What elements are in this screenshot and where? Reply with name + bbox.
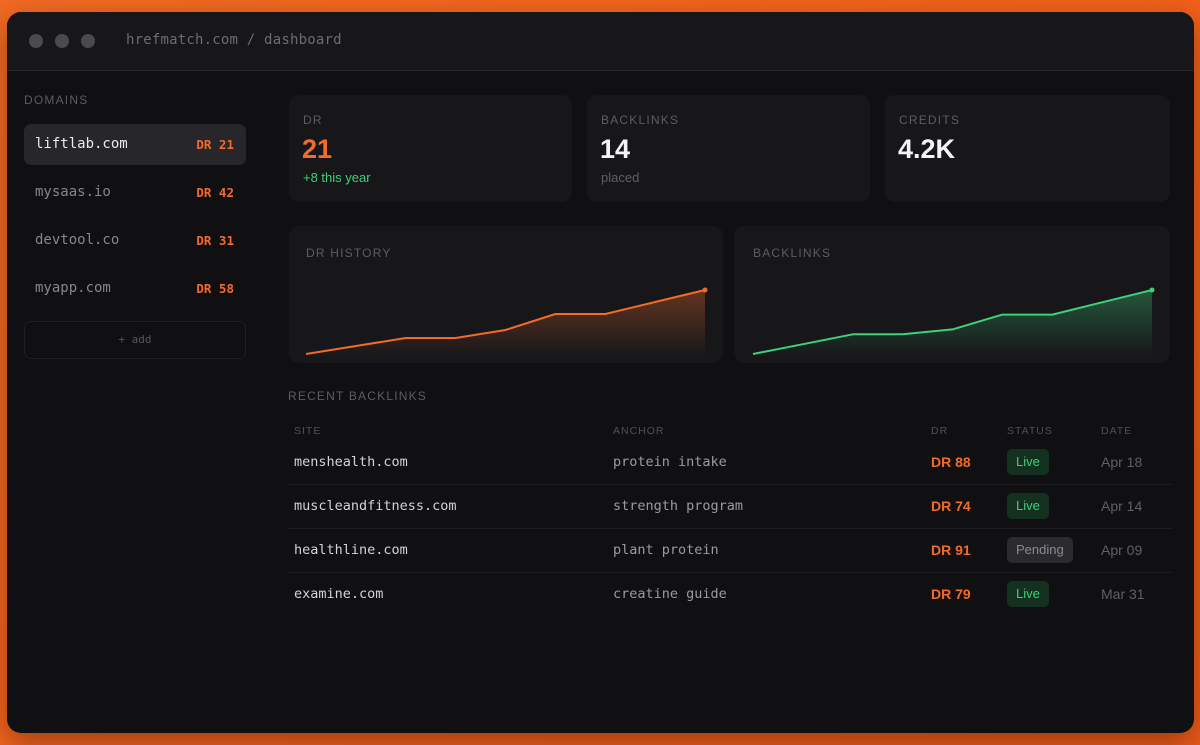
dr-cell: DR 91 <box>931 542 971 558</box>
column-header-anchor: ANCHOR <box>613 425 665 437</box>
table-row[interactable]: muscleandfitness.com strength program DR… <box>288 485 1172 529</box>
stat-value: 14 <box>600 134 631 164</box>
domain-name: devtool.co <box>35 232 120 248</box>
column-header-dr: DR <box>931 425 949 437</box>
dr-history-plot <box>305 287 708 357</box>
title-bar: hrefmatch.com / dashboard <box>7 12 1194 71</box>
anchor-cell: strength program <box>613 498 744 514</box>
stat-sub: +8 this year <box>303 170 371 185</box>
chart-line <box>305 289 706 355</box>
date-cell: Apr 14 <box>1101 498 1143 514</box>
table-row[interactable]: healthline.com plant protein DR 91 Pendi… <box>288 529 1172 573</box>
domain-dr: DR 21 <box>196 137 234 152</box>
dr-cell: DR 79 <box>931 586 971 602</box>
anchor-cell: protein intake <box>613 454 727 470</box>
add-domain-button[interactable]: + add <box>24 321 246 359</box>
stat-value: 4.2K <box>898 134 956 164</box>
backlinks-plot <box>752 287 1155 357</box>
stat-card-dr: DR 21 +8 this year <box>289 95 572 202</box>
stat-label: BACKLINKS <box>601 113 680 127</box>
close-window-dot[interactable] <box>29 34 43 48</box>
stat-label: CREDITS <box>899 113 961 127</box>
dr-history-chart: DR HISTORY <box>289 226 723 363</box>
column-header-site: SITE <box>294 425 322 437</box>
status-badge: Live <box>1007 581 1049 607</box>
table-row[interactable]: examine.com creatine guide DR 79 Live Ma… <box>288 573 1172 617</box>
column-header-status: STATUS <box>1007 425 1053 437</box>
stat-sub: placed <box>601 170 640 185</box>
site-cell: examine.com <box>294 586 384 602</box>
chart-area-fill <box>753 290 1152 357</box>
site-cell: healthline.com <box>294 542 408 558</box>
date-cell: Apr 18 <box>1101 454 1143 470</box>
status-badge: Pending <box>1007 537 1073 563</box>
stat-card-backlinks: BACKLINKS 14 placed <box>587 95 870 202</box>
domain-dr: DR 58 <box>196 281 234 296</box>
recent-backlinks-heading: RECENT BACKLINKS <box>288 389 428 403</box>
site-cell: muscleandfitness.com <box>294 498 457 514</box>
domain-item-devtool[interactable]: devtool.co DR 31 <box>24 220 246 261</box>
anchor-cell: creatine guide <box>613 586 727 602</box>
domain-name: myapp.com <box>35 280 111 296</box>
status-badge: Live <box>1007 449 1049 475</box>
column-header-date: DATE <box>1101 425 1133 437</box>
domain-name: mysaas.io <box>35 184 111 200</box>
chart-area-fill <box>306 290 705 357</box>
address-path: hrefmatch.com / dashboard <box>126 32 342 48</box>
minimize-window-dot[interactable] <box>55 34 69 48</box>
stat-value: 21 <box>302 134 333 164</box>
chart-point <box>702 287 708 293</box>
site-cell: menshealth.com <box>294 454 408 470</box>
domain-dr: DR 31 <box>196 233 234 248</box>
backlinks-chart: BACKLINKS <box>734 226 1170 363</box>
status-badge: Live <box>1007 493 1049 519</box>
chart-point <box>1149 287 1155 293</box>
domain-item-mysaas[interactable]: mysaas.io DR 42 <box>24 172 246 213</box>
stat-label: DR <box>303 113 323 127</box>
table-row[interactable]: menshealth.com protein intake DR 88 Live… <box>288 441 1172 485</box>
chart-title: BACKLINKS <box>753 246 832 260</box>
app-window: hrefmatch.com / dashboard DOMAINS liftla… <box>7 12 1194 733</box>
anchor-cell: plant protein <box>613 542 719 558</box>
sidebar: DOMAINS liftlab.com DR 21 mysaas.io DR 4… <box>7 72 265 733</box>
stat-card-credits: CREDITS 4.2K <box>885 95 1170 202</box>
chart-line <box>752 289 1153 355</box>
domain-item-liftlab[interactable]: liftlab.com DR 21 <box>24 124 246 165</box>
domain-name: liftlab.com <box>35 136 128 152</box>
maximize-window-dot[interactable] <box>81 34 95 48</box>
chart-title: DR HISTORY <box>306 246 392 260</box>
date-cell: Apr 09 <box>1101 542 1143 558</box>
domains-heading: DOMAINS <box>24 93 89 107</box>
domain-item-myapp[interactable]: myapp.com DR 58 <box>24 268 246 309</box>
domain-dr: DR 42 <box>196 185 234 200</box>
dr-cell: DR 74 <box>931 498 971 514</box>
date-cell: Mar 31 <box>1101 586 1145 602</box>
dr-cell: DR 88 <box>931 454 971 470</box>
